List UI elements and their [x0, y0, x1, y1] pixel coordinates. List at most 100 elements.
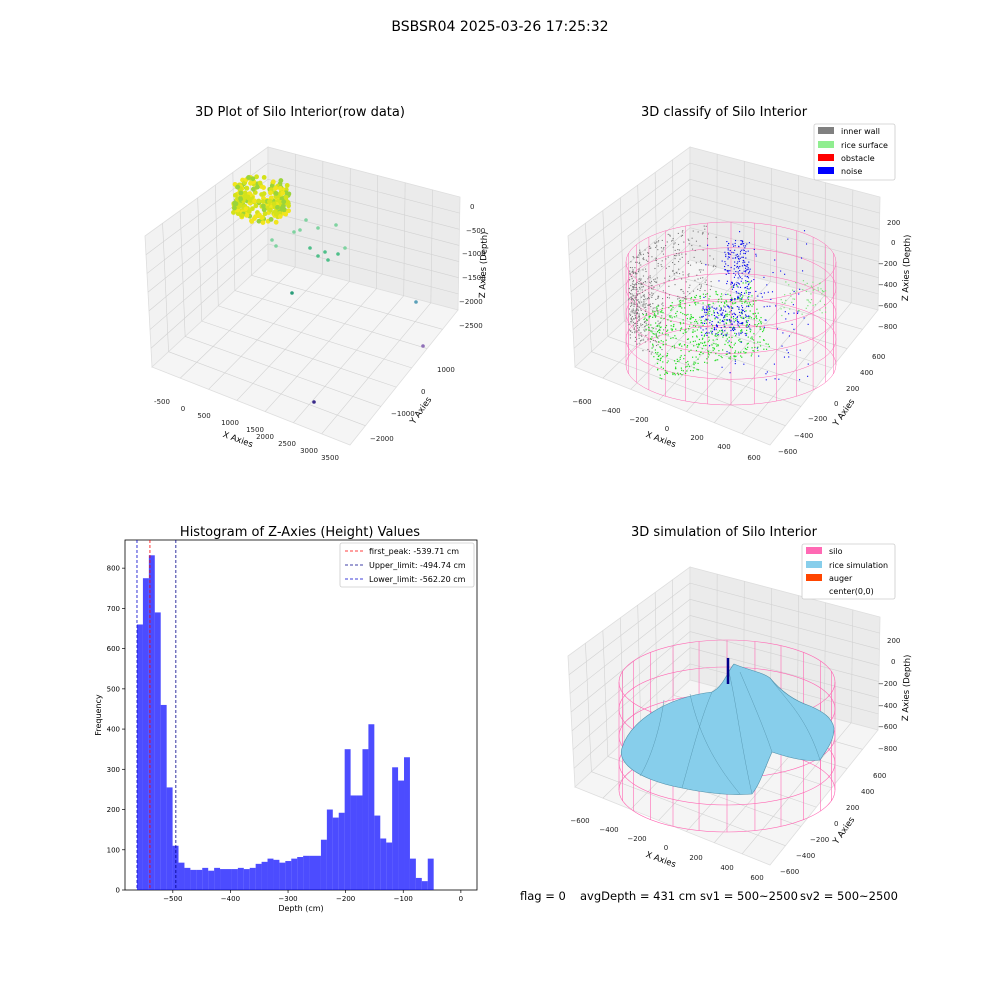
classify-inner-wall-point: [636, 327, 638, 329]
classify-inner-wall-point: [641, 283, 643, 286]
classify-y-tick: 0: [834, 400, 838, 408]
classify-inner-wall-point: [630, 311, 632, 313]
classify-inner-wall-point: [679, 258, 681, 260]
classify-inner-wall-point: [649, 275, 651, 277]
classify-inner-wall-point: [700, 277, 702, 279]
classify-noise-point: [727, 247, 729, 249]
raw-point: [312, 400, 316, 404]
classify-rice-surface-point: [821, 312, 823, 314]
classify-inner-wall-point: [643, 299, 645, 301]
classify-inner-wall-point: [648, 281, 650, 283]
raw-panel-title: 3D Plot of Silo Interior(row data): [195, 105, 405, 120]
simulation-z-tick: −200: [878, 680, 897, 688]
classify-rice-surface-point: [709, 304, 711, 306]
classify-inner-wall-point: [669, 234, 671, 236]
classify-noise-point: [778, 378, 780, 380]
classify-noise-point: [747, 325, 749, 327]
classify-noise-point: [747, 315, 749, 318]
classify-rice-surface-point: [823, 303, 826, 306]
classify-noise-point: [743, 363, 745, 365]
classify-inner-wall-point: [639, 253, 642, 255]
classify-rice-surface-point: [666, 371, 668, 373]
classify-inner-wall-point: [629, 334, 631, 336]
classify-inner-wall-point: [635, 299, 637, 301]
grid-line: [630, 274, 744, 390]
classify-rice-surface-point: [741, 356, 743, 358]
classify-inner-wall-point: [640, 279, 642, 281]
classify-noise-point: [728, 307, 730, 309]
classify-rice-surface-point: [695, 304, 697, 306]
legend-label-auger: auger: [829, 574, 853, 583]
histogram-panel: Histogram of Z-Axies (Height) Values −50…: [94, 525, 478, 913]
classify-inner-wall-point: [645, 270, 647, 273]
classify-rice-surface-point: [683, 358, 685, 360]
classify-rice-surface-point: [656, 353, 658, 355]
classify-rice-surface-point: [704, 361, 706, 363]
classify-noise-point: [706, 334, 708, 336]
classify-rice-surface-point: [704, 295, 707, 298]
classify-rice-surface-point: [726, 332, 728, 334]
classify-noise-point: [723, 323, 725, 325]
classify-inner-wall-point: [634, 301, 636, 303]
histogram-bar: [309, 855, 315, 890]
classify-inner-wall-point: [649, 245, 651, 248]
classify-rice-surface-point: [740, 351, 742, 353]
classify-rice-surface-point: [763, 348, 765, 350]
classify-noise-point: [736, 282, 738, 284]
classify-noise-point: [715, 324, 718, 326]
classify-rice-surface-point: [760, 316, 762, 319]
raw-x-tick: 2500: [278, 440, 296, 448]
classify-rice-surface-point: [735, 355, 737, 358]
classify-inner-wall-point: [651, 294, 653, 296]
legend-label-silo: silo: [829, 547, 843, 556]
grid-line: [654, 172, 658, 291]
classify-rice-surface-point: [810, 298, 813, 301]
classify-inner-wall-point: [644, 289, 646, 291]
classify-inner-wall-point: [661, 260, 663, 262]
classify-noise-point: [743, 245, 745, 247]
classify-inner-wall-point: [636, 322, 638, 324]
classify-inner-wall-point: [689, 284, 691, 286]
classify-inner-wall-point: [636, 284, 638, 286]
classify-rice-surface-point: [687, 338, 690, 340]
classify-rice-surface-point: [802, 280, 805, 282]
classify-noise-point: [748, 242, 750, 244]
raw-point: [242, 194, 248, 200]
classify-rice-surface-point: [702, 352, 704, 355]
simulation-y-tick: 0: [834, 820, 838, 828]
classify-rice-surface-point: [652, 316, 654, 318]
raw-3d-panel: 3D Plot of Silo Interior(row data) -500 …: [144, 105, 490, 462]
classify-inner-wall-point: [651, 256, 653, 258]
classify-noise-point: [803, 317, 805, 319]
classify-noise-point: [766, 305, 768, 307]
classify-noise-point: [745, 265, 747, 267]
classify-rice-surface-point: [765, 348, 768, 350]
classify-inner-wall-point: [654, 259, 657, 261]
classify-noise-point: [739, 295, 741, 297]
classify-noise-point: [729, 270, 731, 272]
classify-rice-surface-point: [691, 316, 693, 319]
classify-noise-point: [735, 333, 738, 335]
classify-inner-wall-point: [655, 341, 657, 343]
classify-inner-wall-point: [682, 230, 684, 232]
grid-line: [403, 182, 406, 296]
classify-rice-surface-point: [709, 319, 711, 322]
classify-rice-surface-point: [746, 321, 748, 324]
classify-rice-surface-point: [678, 300, 681, 302]
classify-rice-surface-point: [752, 300, 755, 302]
classify-inner-wall-point: [657, 265, 659, 267]
classify-rice-surface-point: [695, 349, 698, 352]
classify-noise-point: [747, 268, 749, 270]
classify-rice-surface-point: [649, 315, 651, 317]
classify-rice-surface-point: [723, 301, 726, 303]
classify-noise-point: [711, 323, 713, 325]
classify-rice-surface-point: [726, 313, 729, 315]
classify-noise-point: [758, 355, 760, 357]
classify-noise-point: [748, 291, 750, 294]
classify-rice-surface-point: [707, 351, 710, 353]
classify-noise-point: [742, 262, 744, 264]
classify-rice-surface-point: [724, 334, 726, 336]
status-flag: flag = 0: [520, 889, 566, 903]
classify-inner-wall-point: [629, 313, 631, 315]
classify-noise-point: [749, 268, 751, 270]
